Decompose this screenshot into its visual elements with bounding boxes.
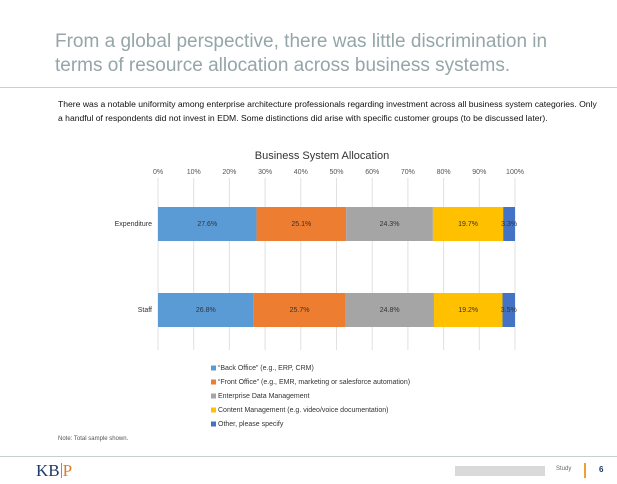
value-label: 19.7% (458, 221, 478, 228)
logo-bar (60, 463, 62, 478)
legend-label: “Back Office” (e.g., ERP, CRM) (218, 365, 314, 372)
value-label: 24.3% (380, 221, 400, 228)
legend-label: Content Management (e.g. video/voice doc… (218, 407, 388, 414)
footer-rule (0, 456, 617, 457)
bar-segment (346, 207, 433, 241)
bar-segment (253, 293, 346, 327)
body-text: There was a notable uniformity among ent… (58, 99, 597, 123)
x-tick-label: 70% (401, 169, 415, 176)
x-tick-label: 0% (153, 169, 163, 176)
logo: KB P (36, 461, 72, 481)
slide-title: From a global perspective, there was lit… (55, 31, 548, 76)
bar-segment (433, 293, 503, 327)
page-number: 6 (599, 465, 604, 474)
bar-segment (158, 293, 254, 327)
value-label: 3.5% (501, 307, 517, 314)
bar-segment (503, 207, 515, 241)
x-tick-label: 60% (365, 169, 379, 176)
value-label: 24.8% (380, 307, 400, 314)
footer-divider (584, 463, 586, 478)
legend-swatch (211, 407, 216, 413)
x-tick-label: 100% (506, 169, 524, 176)
x-tick-label: 10% (187, 169, 201, 176)
bar-segment (432, 207, 504, 241)
value-label: 25.7% (290, 307, 310, 314)
footer-label: Study (556, 466, 572, 472)
legend-label: Enterprise Data Management (218, 393, 309, 400)
legend-swatch (211, 365, 216, 371)
y-tick-label: Staff (138, 307, 152, 314)
bar-segment (158, 207, 257, 241)
x-tick-label: 50% (329, 169, 343, 176)
legend-swatch (211, 421, 216, 427)
x-tick-label: 40% (294, 169, 308, 176)
divider (0, 87, 617, 88)
x-tick-label: 90% (472, 169, 486, 176)
y-tick-label: Expenditure (115, 221, 152, 228)
logo-right: P (62, 461, 73, 480)
redacted-bar (455, 466, 545, 476)
x-tick-label: 20% (222, 169, 236, 176)
legend-swatch (211, 393, 216, 399)
value-label: 19.2% (458, 307, 478, 314)
value-label: 26.8% (196, 307, 216, 314)
legend-swatch (211, 379, 216, 385)
bar-segment (502, 293, 515, 327)
value-label: 3.3% (501, 221, 517, 228)
legend-label: “Front Office” (e.g., EMR, marketing or … (218, 379, 410, 386)
x-tick-label: 80% (437, 169, 451, 176)
logo-left: KB (36, 461, 60, 480)
legend-label: Other, please specify (218, 421, 284, 428)
chart-title: Business System Allocation (255, 150, 390, 162)
bar-segment (345, 293, 434, 327)
note: Note: Total sample shown. (58, 436, 129, 442)
value-label: 27.6% (197, 221, 217, 228)
value-label: 25.1% (291, 221, 311, 228)
bar-segment (256, 207, 347, 241)
x-tick-label: 30% (258, 169, 272, 176)
